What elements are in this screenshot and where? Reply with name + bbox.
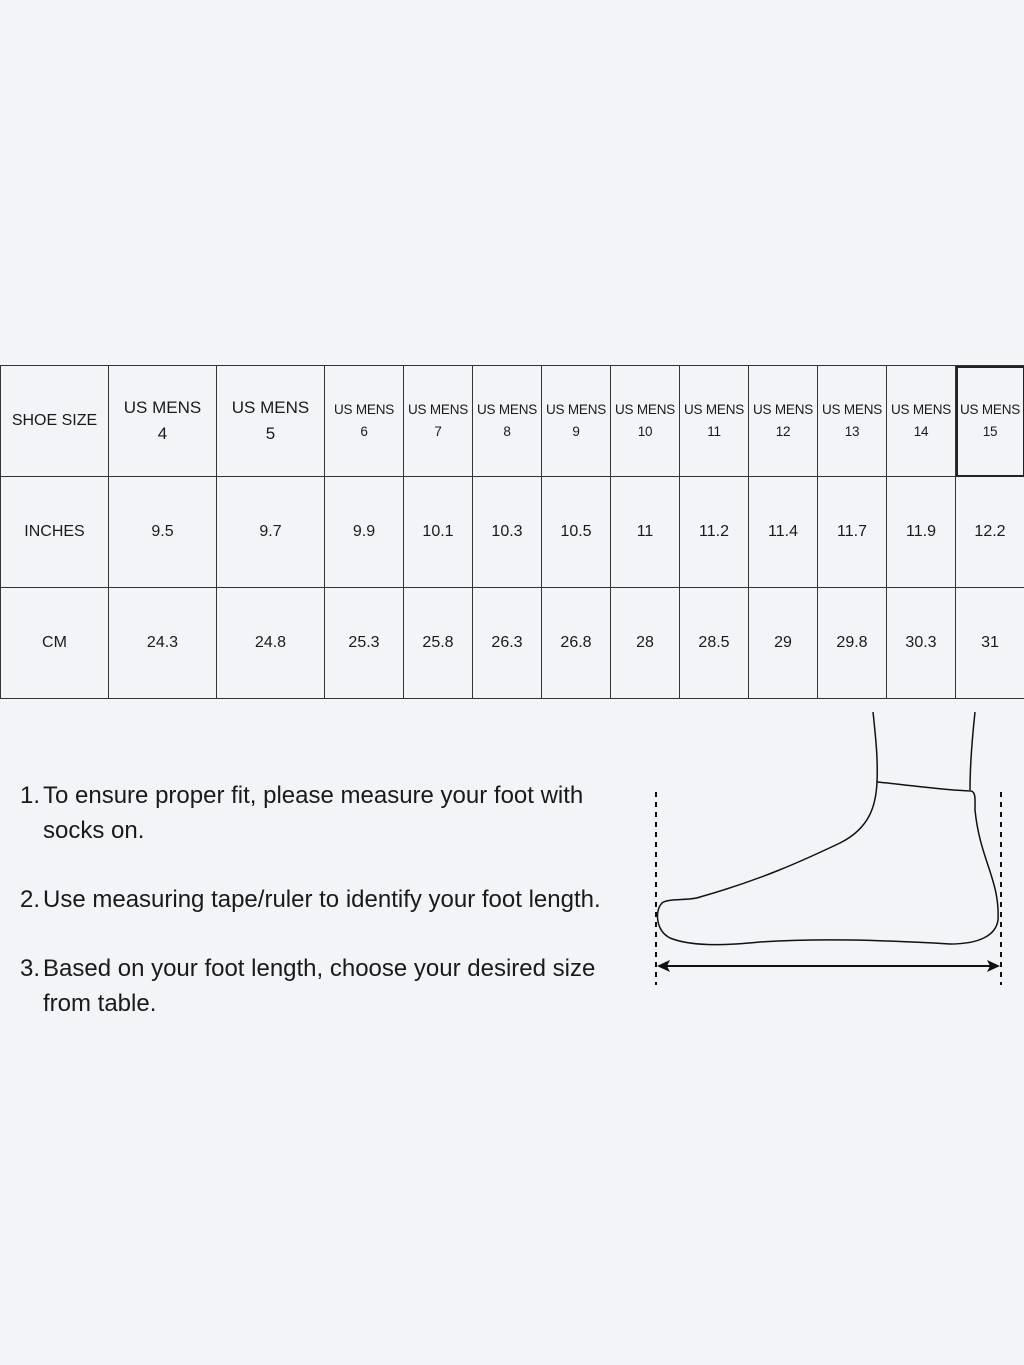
value-cell: 29 [748,587,818,699]
instruction-item: 3. Based on your foot length, choose your… [20,951,620,1021]
value-cell: 31 [955,587,1024,699]
size-header-cell: US MENS 9 [541,365,611,477]
arrow-head-right [987,960,1000,972]
size-header-cell: US MENS 14 [886,365,956,477]
size-number-label: 10 [637,424,653,439]
value-cell: 26.8 [541,587,611,699]
leg-left-line [872,711,878,783]
value-cell: 26.3 [472,587,542,699]
size-system-label: US MENS [752,402,814,417]
size-header-cell: US MENS 13 [817,365,887,477]
size-system-label: US MENS [476,402,538,417]
size-number-label: 8 [503,424,511,439]
size-header-cell: US MENS 4 [108,365,217,477]
value-cell: 28.5 [679,587,749,699]
arrow-head-left [657,960,670,972]
row-label-cell: INCHES [0,476,109,588]
size-system-label: US MENS [683,402,745,417]
header-row: SHOE SIZE US MENS 4 US MENS 5 US MENS 6 US MENS… [0,365,1024,477]
foot-outline [656,781,999,946]
size-system-label: US MENS [407,402,469,417]
size-chart-table: SHOE SIZE US MENS 4 US MENS 5 US MENS 6 US MENS… [0,365,1024,699]
size-number-label: 7 [434,424,442,439]
size-system-label: US MENS [545,402,607,417]
size-system-label: US MENS [231,398,310,417]
size-header-cell: US MENS 15 [955,365,1024,477]
size-header-cell: US MENS 7 [403,365,473,477]
instruction-number: 1. [20,782,41,809]
size-number-label: 15 [982,424,998,439]
value-cell: 11.4 [748,476,818,588]
size-system-label: US MENS [959,402,1021,417]
value-cell: 25.8 [403,587,473,699]
size-number-label: 11 [707,424,721,439]
size-header-cell: US MENS 11 [679,365,749,477]
size-number-label: 13 [844,424,860,439]
size-number-label: 5 [265,424,276,443]
value-cell: 10.1 [403,476,473,588]
instruction-text: Based on your foot length, choose your d… [43,955,596,1017]
size-system-label: US MENS [821,402,883,417]
table-row: INCHES 9.5 9.7 9.9 10.1 10.3 10.5 11 11.2 11.4 11.… [0,476,1024,588]
value-cell: 10.5 [541,476,611,588]
value-cell: 9.5 [108,476,217,588]
value-cell: 24.3 [108,587,217,699]
instruction-text: Use measuring tape/ruler to identify you… [43,886,601,913]
value-cell: 10.3 [472,476,542,588]
value-cell: 11.7 [817,476,887,588]
instruction-number: 2. [20,886,41,913]
leg-right-line [969,711,976,791]
size-number-label: 4 [157,424,168,443]
instruction-number: 3. [20,955,41,982]
value-cell: 28 [610,587,680,699]
size-system-label: US MENS [890,402,952,417]
value-cell: 11.9 [886,476,956,588]
size-number-label: 12 [775,424,791,439]
value-cell: 30.3 [886,587,956,699]
instruction-item: 2. Use measuring tape/ruler to identify y… [20,882,620,917]
size-system-label: US MENS [333,402,395,417]
table-row: CM 24.3 24.8 25.3 25.8 26.3 26.8 28 28.5 29 29.8 30… [0,587,1024,699]
size-header-cell: US MENS 6 [324,365,404,477]
value-cell: 24.8 [216,587,325,699]
instructions-list: 1. To ensure proper fit, please measure y… [20,778,620,1055]
size-header-cell: US MENS 5 [216,365,325,477]
value-cell: 12.2 [955,476,1024,588]
value-cell: 29.8 [817,587,887,699]
instruction-text: To ensure proper fit, please measure you… [43,782,584,844]
instruction-item: 1. To ensure proper fit, please measure y… [20,778,620,848]
size-system-label: US MENS [614,402,676,417]
size-system-label: US MENS [123,398,202,417]
size-number-label: 9 [572,424,580,439]
size-header-cell: US MENS 8 [472,365,542,477]
size-number-label: 14 [913,424,929,439]
size-number-label: 6 [360,424,368,439]
header-label-cell: SHOE SIZE [0,365,109,477]
